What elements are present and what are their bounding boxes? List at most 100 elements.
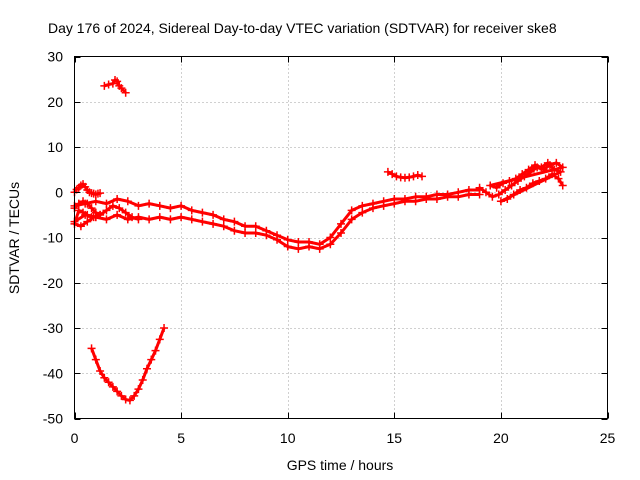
data-point — [294, 238, 303, 247]
data-point — [102, 215, 111, 224]
data-point — [537, 163, 546, 172]
data-point — [337, 228, 345, 237]
data-point — [390, 199, 399, 208]
x-tick-label: 15 — [387, 430, 403, 446]
data-point — [130, 391, 139, 400]
data-point — [100, 81, 109, 90]
data-point — [117, 84, 126, 93]
data-point — [108, 201, 117, 210]
data-point — [464, 190, 473, 199]
x-tick-label: 20 — [493, 430, 509, 446]
x-tick-labels: 0 5 10 15 20 25 — [71, 430, 616, 446]
data-point — [115, 204, 124, 213]
data-point — [499, 179, 508, 188]
x-tick-label: 10 — [280, 430, 296, 446]
data-point — [113, 77, 122, 86]
data-point — [166, 204, 175, 213]
y-tick-label: -10 — [43, 230, 63, 246]
data-point — [219, 215, 228, 224]
data-point — [337, 219, 345, 228]
data-point — [488, 192, 497, 201]
data-point — [138, 376, 147, 385]
data-point — [475, 183, 484, 192]
data-point — [155, 213, 164, 222]
data-point — [501, 185, 510, 194]
x-tick-label: 25 — [600, 430, 616, 446]
data-point — [96, 189, 105, 198]
data-point — [198, 217, 207, 226]
data-point — [251, 228, 260, 237]
series — [87, 324, 169, 405]
data-point — [558, 181, 567, 190]
data-point — [134, 215, 143, 224]
data-point — [358, 208, 367, 217]
data-point — [326, 233, 335, 242]
data-point — [251, 222, 260, 231]
data-point — [125, 396, 134, 405]
data-point — [187, 206, 196, 215]
data-point — [79, 208, 88, 217]
data-point — [392, 172, 401, 181]
data-point — [128, 213, 137, 222]
data-point — [102, 199, 111, 208]
data-point — [113, 387, 122, 396]
data-point — [454, 192, 463, 201]
data-point — [543, 158, 552, 167]
data-point — [358, 201, 367, 210]
data-point — [83, 210, 92, 219]
data-point — [443, 192, 452, 201]
y-tick-label: -40 — [43, 365, 63, 381]
y-tick-label: -20 — [43, 275, 63, 291]
y-tick-labels: -50 -40 -30 -20 -10 0 10 20 30 — [43, 49, 63, 427]
data-point — [166, 215, 175, 224]
data-point — [552, 158, 561, 167]
data-point — [347, 206, 356, 215]
data-point — [347, 215, 356, 224]
data-point — [147, 355, 156, 364]
data-point — [262, 231, 271, 240]
data-point — [74, 199, 83, 208]
y-tick-label: 10 — [47, 139, 63, 155]
data-point — [123, 215, 132, 224]
data-point — [511, 174, 520, 183]
data-point — [241, 228, 250, 237]
y-axis-label: SDTVAR / TECUs — [6, 182, 22, 294]
data-point — [541, 174, 550, 183]
series — [383, 167, 427, 182]
data-point — [76, 222, 85, 231]
data-point — [388, 170, 397, 179]
data-point — [326, 240, 335, 249]
data-point — [142, 364, 151, 373]
data-point — [123, 197, 132, 206]
data-point — [121, 208, 130, 217]
data-point — [230, 226, 239, 235]
data-point — [87, 204, 96, 213]
data-points — [70, 76, 567, 405]
x-axis-label: GPS time / hours — [287, 457, 394, 473]
data-point — [418, 172, 427, 181]
data-point — [528, 179, 537, 188]
data-point — [432, 195, 441, 204]
data-point — [548, 170, 557, 179]
data-point — [486, 181, 495, 190]
y-tick-label: -30 — [43, 320, 63, 336]
data-point — [74, 206, 83, 215]
data-point — [383, 167, 392, 176]
data-point — [134, 201, 143, 210]
plot-frame — [74, 56, 608, 419]
data-point — [102, 206, 111, 215]
data-point — [241, 222, 250, 231]
data-point — [160, 324, 169, 332]
data-point — [100, 373, 109, 382]
x-tick-label: 5 — [177, 430, 185, 446]
data-point — [89, 213, 98, 222]
chart-title: Day 176 of 2024, Sidereal Day-to-day VTE… — [48, 20, 557, 36]
data-point — [422, 195, 431, 204]
data-point — [209, 210, 218, 219]
data-point — [117, 391, 126, 400]
data-point — [87, 344, 96, 353]
series — [475, 158, 567, 206]
data-point — [134, 385, 143, 394]
data-point — [177, 201, 186, 210]
grid — [74, 56, 608, 419]
